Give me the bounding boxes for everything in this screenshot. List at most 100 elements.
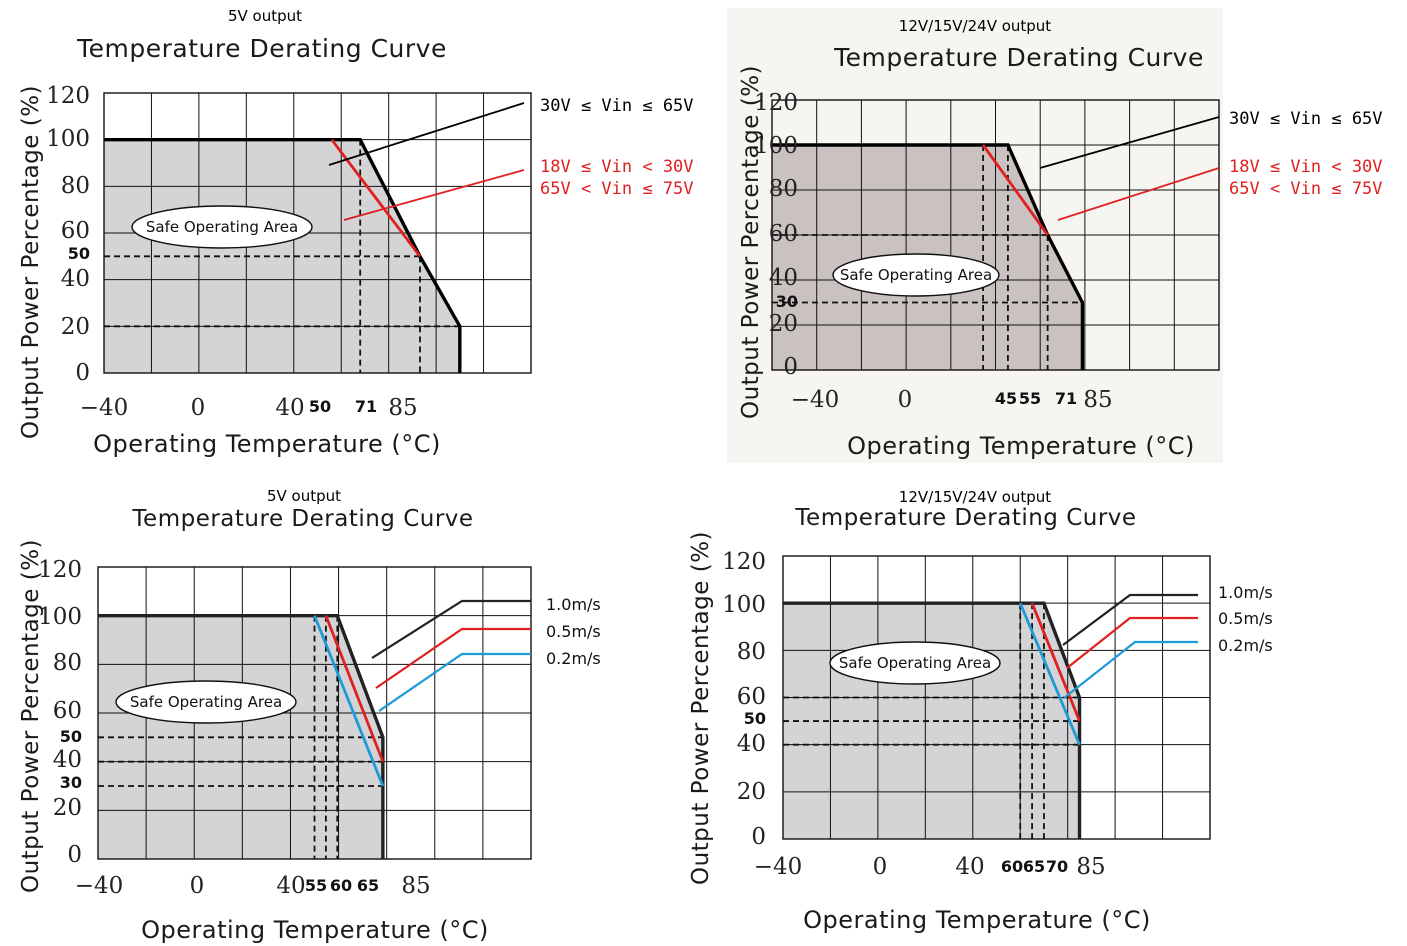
safe-operating-area-bubble	[115, 680, 297, 724]
y-tick-label: 40	[61, 266, 90, 292]
legend-entry: 0.2m/s	[1218, 636, 1273, 655]
legend-entry-black: 30V ≤ Vin ≤ 65V	[1229, 109, 1383, 129]
legend-leader-black	[1039, 116, 1220, 169]
legend-entry: 0.5m/s	[546, 622, 601, 641]
chart-panel-2: 12V/15V/24V output Temperature Derating C…	[727, 8, 1383, 463]
series-line-2	[324, 615, 385, 763]
x-tick-label: 0	[190, 873, 205, 899]
y-tick-label: 0	[67, 842, 82, 868]
x-tick-label: −40	[754, 854, 803, 880]
x-axis-label: Operating Temperature (°C)	[141, 916, 489, 944]
y-tick-label: 60	[737, 684, 766, 710]
y-tick-label: 50	[744, 709, 766, 728]
y-tick-label: 40	[769, 265, 798, 291]
x-tick-label: 60	[330, 876, 352, 895]
y-tick-label: 20	[737, 779, 766, 805]
x-tick-label: 71	[1055, 389, 1077, 408]
y-tick-label: 30	[776, 292, 798, 311]
output-caption: 12V/15V/24V output	[899, 488, 1052, 506]
chart-title: Temperature Derating Curve	[76, 34, 447, 63]
chart-title: Temperature Derating Curve	[794, 505, 1136, 531]
y-tick-label: 0	[751, 824, 766, 850]
output-caption: 5V output	[267, 487, 341, 505]
x-tick-label: −40	[791, 387, 840, 413]
y-axis-label: Output Power Percentage (%)	[738, 65, 764, 419]
safe-operating-area-label: Safe Operating Area	[130, 693, 282, 711]
y-axis-label: Output Power Percentage (%)	[688, 531, 714, 885]
x-tick-label: 40	[275, 395, 304, 421]
y-tick-label: 40	[53, 747, 82, 773]
y-tick-label: 60	[769, 221, 798, 247]
x-tick-label: 65	[1023, 857, 1045, 876]
x-tick-label: 70	[1046, 857, 1068, 876]
series-line-3	[313, 615, 385, 787]
x-tick-label: 0	[898, 387, 913, 413]
safe-operating-area-label: Safe Operating Area	[840, 266, 992, 284]
safe-operating-area-bubble	[832, 253, 1000, 297]
safe-operating-area-fill	[104, 139, 460, 373]
legend-entry-red: 65V < Vin ≤ 75V	[1229, 179, 1383, 199]
x-tick-label: 65	[357, 876, 379, 895]
chart-title: Temperature Derating Curve	[131, 506, 473, 532]
chart-panel-1: 5V output Temperature Derating Curve Safe …	[18, 7, 694, 458]
x-tick-label: 71	[355, 397, 377, 416]
safe-operating-area-label: Safe Operating Area	[146, 218, 298, 236]
plot-frame	[103, 92, 532, 374]
y-tick-label: 120	[46, 83, 90, 109]
x-tick-label: 85	[1083, 387, 1112, 413]
safe-operating-area-bubble	[829, 641, 1001, 685]
x-tick-label: 45	[995, 389, 1017, 408]
series-line-2	[1030, 602, 1081, 722]
x-axis-label: Operating Temperature (°C)	[847, 432, 1195, 460]
y-tick-label: 100	[38, 604, 82, 630]
x-tick-label: 40	[955, 854, 984, 880]
x-axis-label: Operating Temperature (°C)	[93, 430, 441, 458]
y-tick-label: 50	[60, 727, 82, 746]
legend-entry-black: 30V ≤ Vin ≤ 65V	[540, 96, 694, 116]
legend-leader-3	[1063, 640, 1198, 699]
y-tick-label: 40	[737, 731, 766, 757]
y-tick-label: 80	[769, 176, 798, 202]
y-tick-label: 120	[722, 549, 766, 575]
x-tick-label: 40	[276, 873, 305, 899]
x-tick-label: −40	[75, 873, 124, 899]
legend-leader-black	[328, 102, 525, 166]
legend-leader-2	[1066, 616, 1198, 669]
legend-entry: 1.0m/s	[546, 595, 601, 614]
x-tick-label: −40	[80, 395, 129, 421]
y-tick-label: 80	[61, 173, 90, 199]
series-line-1	[98, 613, 385, 859]
x-tick-label: 55	[1019, 389, 1041, 408]
safe-operating-area-bubble	[131, 205, 313, 249]
y-tick-label: 20	[769, 311, 798, 337]
legend-leader-1	[1062, 593, 1198, 646]
y-tick-label: 30	[60, 773, 82, 792]
output-caption: 12V/15V/24V output	[899, 17, 1052, 35]
y-tick-label: 20	[53, 795, 82, 821]
legend-entry: 1.0m/s	[1218, 583, 1273, 602]
y-tick-label: 80	[53, 650, 82, 676]
y-tick-label: 100	[46, 126, 90, 152]
x-tick-label: 60	[1001, 857, 1023, 876]
legend-entry: 0.2m/s	[546, 649, 601, 668]
x-tick-label: 85	[401, 873, 430, 899]
legend-leader-3	[378, 652, 531, 712]
output-caption: 5V output	[228, 7, 302, 25]
x-tick-label: 85	[1076, 854, 1105, 880]
legend-leader-2	[375, 627, 531, 689]
y-tick-label: 120	[38, 557, 82, 583]
y-tick-label: 100	[722, 592, 766, 618]
y-tick-label: 60	[61, 218, 90, 244]
y-tick-label: 120	[754, 90, 798, 116]
legend-entry-red: 18V ≤ Vin < 30V	[540, 157, 694, 177]
y-tick-label: 50	[68, 244, 90, 263]
y-tick-label: 80	[737, 639, 766, 665]
y-tick-label: 0	[783, 354, 798, 380]
y-tick-label: 20	[61, 314, 90, 340]
y-tick-label: 60	[53, 698, 82, 724]
legend-leader-red	[1057, 167, 1220, 221]
series-line-2	[981, 144, 1049, 236]
